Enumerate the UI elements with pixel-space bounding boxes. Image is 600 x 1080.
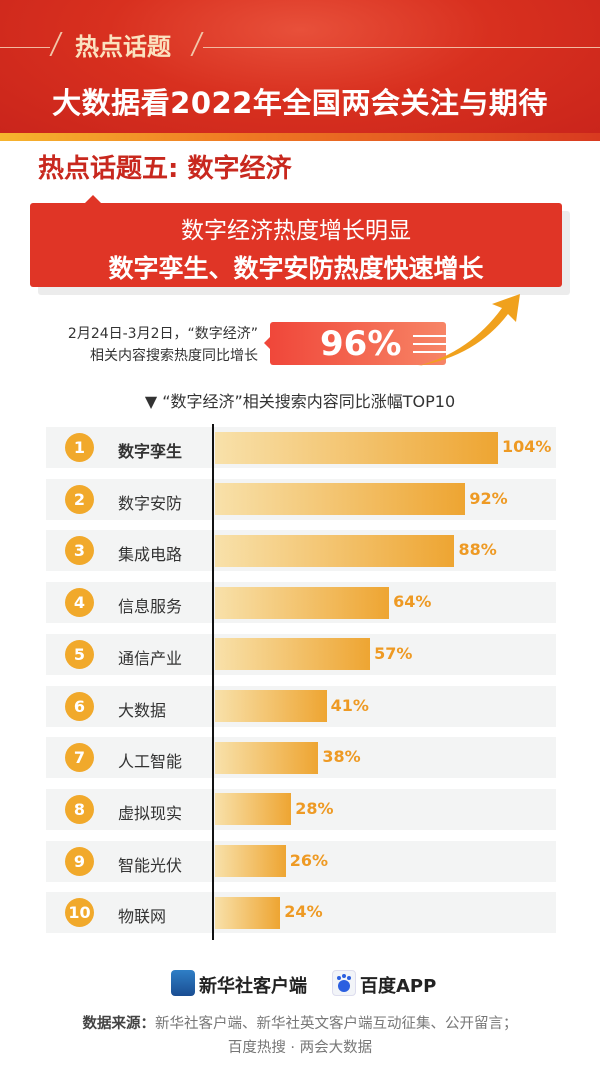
category-label: 通信产业: [118, 648, 183, 668]
rank-badge: 3: [65, 536, 94, 566]
bar: [215, 586, 390, 619]
divider: [190, 32, 204, 56]
category-label: 大数据: [118, 700, 167, 720]
xinhua-logo-text: 新华社客户端: [199, 976, 307, 997]
stat-badge: 96%: [264, 322, 473, 365]
chart-row: 10 物联网: [46, 892, 556, 934]
callout-line2: 数字孪生、数字安防热度快速增长: [108, 254, 484, 283]
rank-badge: 8: [65, 794, 94, 824]
rank-badge: 6: [65, 691, 94, 721]
chart-axis: [212, 424, 214, 940]
rank-badge: 7: [65, 743, 94, 773]
category-label: 集成电路: [118, 545, 183, 565]
rank-badge: 5: [65, 639, 94, 669]
category-label: 数字安防: [118, 493, 183, 513]
bar: [215, 690, 327, 722]
divider: [49, 32, 63, 56]
value-label: 38%: [322, 747, 361, 767]
callout-box: 数字经济热度增长明显 数字孪生、数字安防热度快速增长: [30, 195, 562, 287]
value-label: 57%: [374, 643, 413, 663]
value-label: 92%: [469, 488, 508, 508]
header-strip: [0, 133, 600, 141]
category-label: 数字孪生: [118, 442, 183, 461]
chart-row: 8 虚拟现实: [46, 788, 556, 830]
category-label: 人工智能: [118, 752, 183, 772]
chart-row: 9 智能光伏: [46, 840, 556, 882]
category-label: 虚拟现实: [118, 803, 183, 823]
category-label: 物联网: [118, 907, 167, 927]
bar: [215, 638, 371, 671]
value-label: 104%: [502, 437, 552, 456]
page-title: 大数据看2022年全国两会关注与期待: [52, 86, 548, 120]
header-banner: 热点话题 大数据看2022年全国两会关注与期待: [0, 0, 600, 141]
speed-line: [413, 351, 473, 353]
value-label: 88%: [458, 540, 497, 560]
xinhua-logo-icon: [171, 970, 195, 996]
value-label: 26%: [289, 850, 329, 870]
stat-line2: 相关内容搜索热度同比增长: [90, 348, 258, 364]
divider: [0, 47, 50, 48]
topic-heading: 热点话题五: 数字经济: [38, 154, 292, 184]
rank-badge: 10: [65, 898, 94, 928]
callout-line1: 数字经济热度增长明显: [181, 218, 411, 244]
bar: [215, 534, 455, 567]
bar: [215, 845, 286, 878]
source-label: 数据来源：: [82, 1016, 156, 1032]
bar: [215, 741, 319, 774]
stat-value: 96%: [320, 324, 402, 364]
rank-badge: 4: [65, 588, 94, 618]
logo-bar: 新华社客户端 百度APP: [0, 970, 600, 997]
category-label: 智能光伏: [118, 855, 183, 875]
divider: [203, 47, 600, 48]
speed-line: [413, 335, 473, 337]
rank-badge: 9: [65, 846, 94, 876]
stat-description: 2月24日-3月2日，“数字经济” 相关内容搜索热度同比增长: [40, 323, 258, 367]
value-label: 64%: [393, 592, 432, 612]
speed-line: [413, 343, 473, 345]
stat-line1: 2月24日-3月2日，“数字经济”: [67, 326, 258, 342]
chart-title: ▼ “数字经济”相关搜索内容同比涨幅TOP10: [144, 392, 456, 411]
baidu-logo-icon: [332, 970, 356, 996]
category-label: 信息服务: [118, 597, 183, 617]
growth-arrow-icon: [418, 294, 520, 366]
kicker-label: 热点话题: [75, 33, 171, 61]
value-label: 28%: [295, 798, 334, 818]
rank-badge: 1: [65, 433, 94, 462]
bar: [215, 483, 466, 516]
data-source: 数据来源：新华社客户端、新华社英文客户端互动征集、公开留言； 百度热搜 · 两会…: [0, 1012, 600, 1060]
source-line1: 新华社客户端、新华社英文客户端互动征集、公开留言；: [155, 1016, 518, 1032]
baidu-logo-text: 百度APP: [360, 976, 437, 997]
bar: [215, 431, 498, 464]
bar: [215, 896, 281, 929]
rank-badge: 2: [65, 484, 94, 514]
bar: [215, 793, 292, 826]
value-label: 24%: [284, 902, 323, 922]
value-label: 41%: [330, 695, 369, 715]
source-line2: 百度热搜 · 两会大数据: [227, 1040, 373, 1056]
